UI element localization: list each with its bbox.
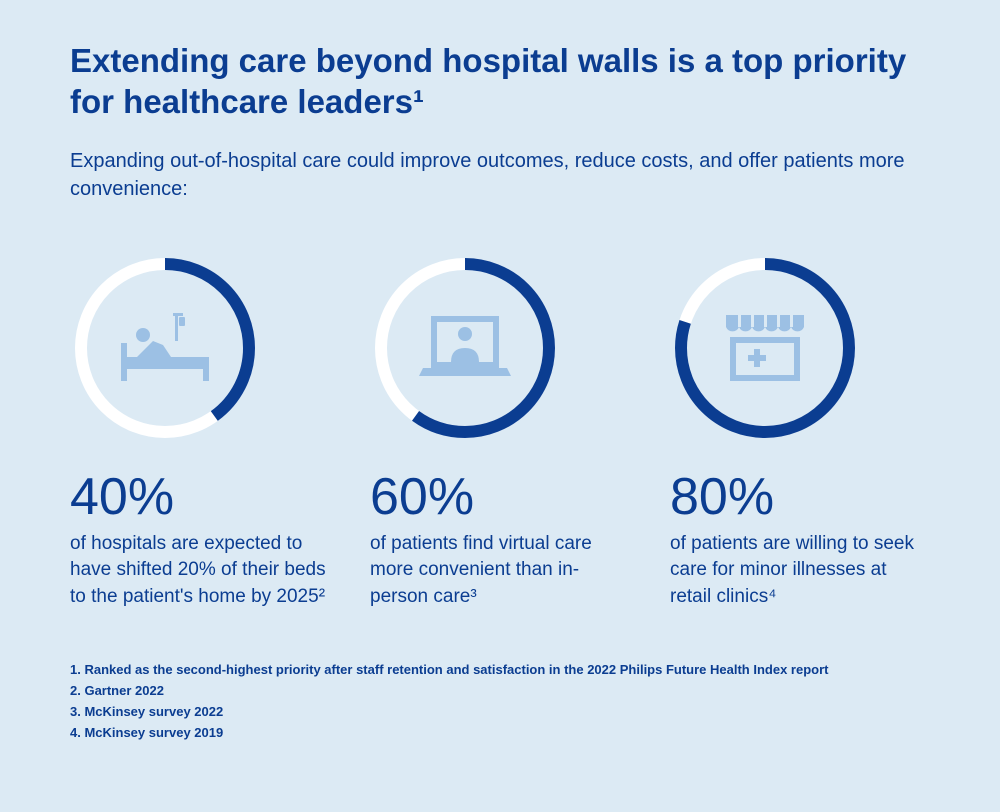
stat-description: of patients find virtual care more conve… (370, 531, 630, 611)
progress-ring (370, 253, 560, 443)
laptop-telehealth-icon (415, 312, 515, 384)
stat-description: of hospitals are expected to have shifte… (70, 531, 330, 611)
footnote: 4. McKinsey survey 2019 (70, 723, 930, 744)
page-title: Extending care beyond hospital walls is … (70, 40, 930, 123)
footnotes: 1. Ranked as the second-highest priority… (70, 660, 930, 743)
footnote: 1. Ranked as the second-highest priority… (70, 660, 930, 681)
stat-percent: 60% (370, 471, 630, 523)
stat-card: 40% of hospitals are expected to have sh… (70, 253, 330, 611)
retail-clinic-icon (720, 309, 810, 387)
stat-card: 80% of patients are willing to seek care… (670, 253, 930, 611)
stat-description: of patients are willing to seek care for… (670, 531, 930, 611)
stat-percent: 80% (670, 471, 930, 523)
hospital-bed-icon (115, 313, 215, 383)
stat-card: 60% of patients find virtual care more c… (370, 253, 630, 611)
stats-row: 40% of hospitals are expected to have sh… (70, 253, 930, 611)
page-subtitle: Expanding out-of-hospital care could imp… (70, 147, 930, 203)
progress-ring (70, 253, 260, 443)
progress-ring (670, 253, 860, 443)
footnote: 3. McKinsey survey 2022 (70, 702, 930, 723)
footnote: 2. Gartner 2022 (70, 681, 930, 702)
stat-percent: 40% (70, 471, 330, 523)
